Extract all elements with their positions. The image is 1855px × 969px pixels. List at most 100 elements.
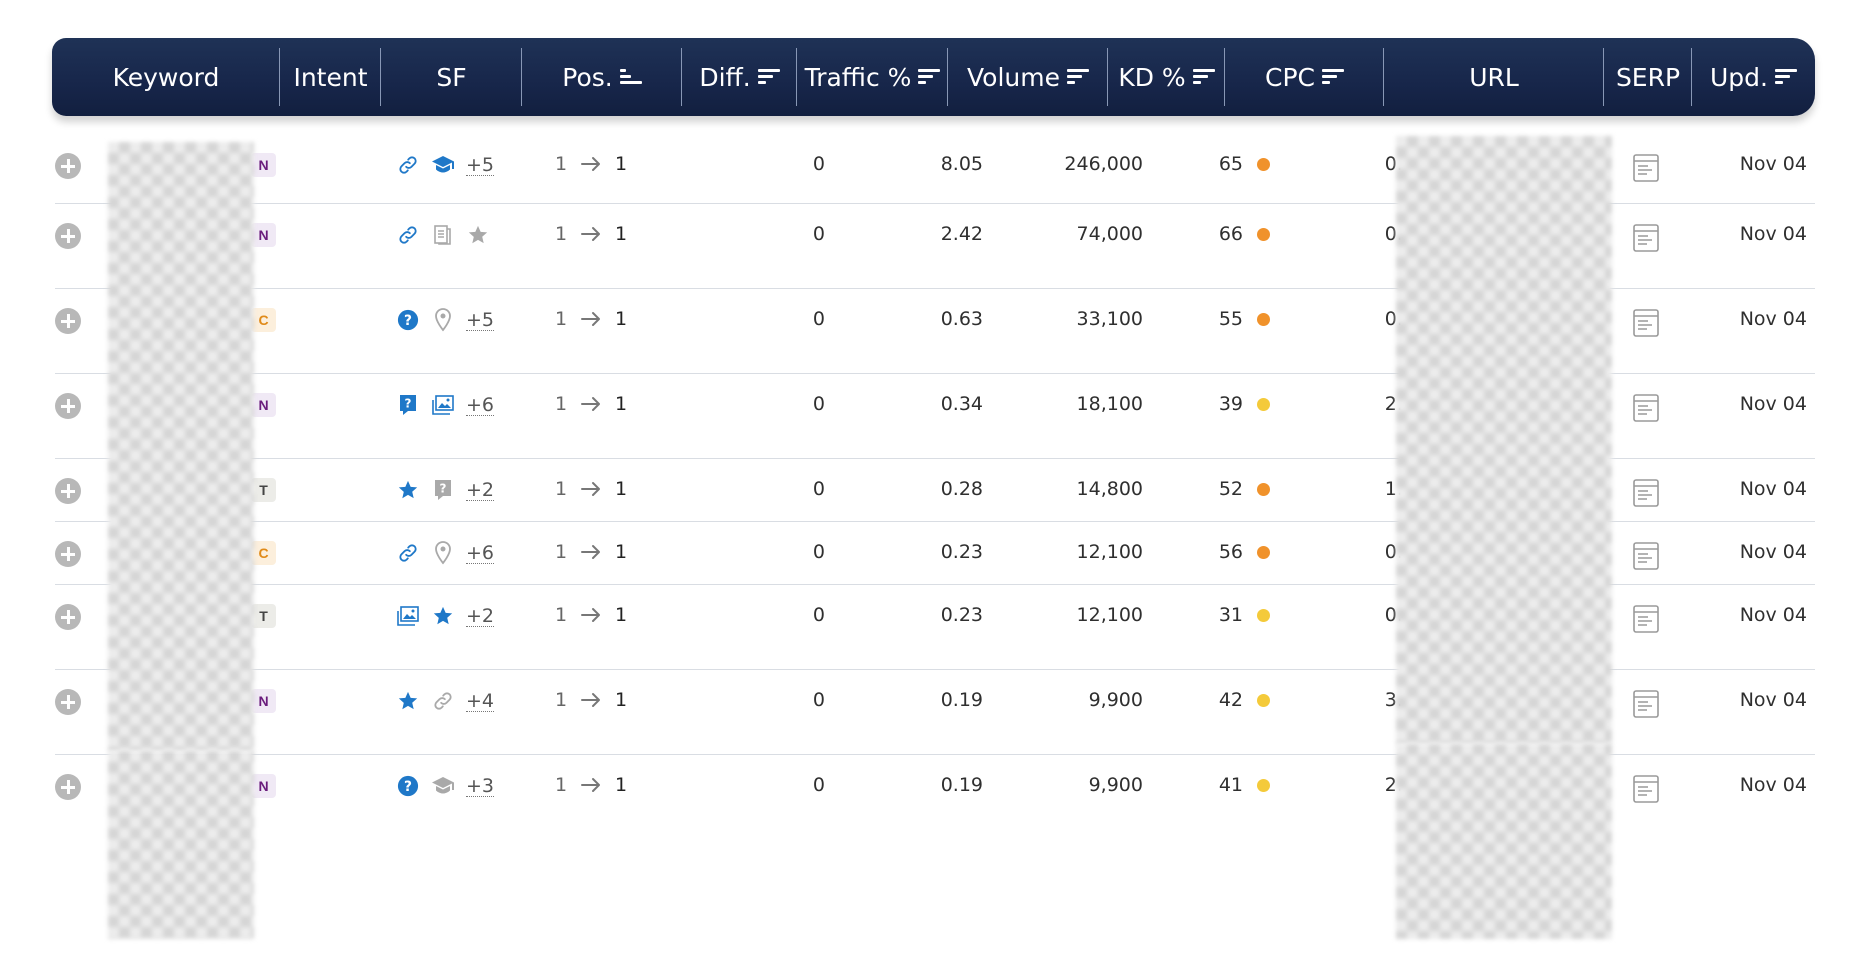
sf-more-link[interactable]: +2 <box>466 604 495 627</box>
map-pin-icon[interactable] <box>431 541 455 565</box>
serp-snapshot-icon[interactable] <box>1632 604 1660 634</box>
sf-more-link[interactable]: +5 <box>466 153 495 176</box>
intent-badge[interactable]: N <box>251 153 276 177</box>
serp-snapshot-icon[interactable] <box>1632 393 1660 423</box>
star-icon[interactable] <box>396 478 420 502</box>
star-icon[interactable] <box>396 689 420 713</box>
traffic-cell: 0.19 <box>855 755 983 825</box>
intent-badge[interactable]: N <box>251 774 276 798</box>
intent-badge[interactable]: N <box>251 223 276 247</box>
sf-more-link[interactable]: +6 <box>466 393 495 416</box>
add-keyword-icon[interactable] <box>55 223 81 249</box>
link-icon[interactable] <box>396 223 420 247</box>
column-header-cpc[interactable]: CPC <box>1225 38 1384 116</box>
sf-cell: ? +5 <box>396 289 516 373</box>
serp-snapshot-icon[interactable] <box>1632 308 1660 338</box>
add-keyword-icon[interactable] <box>55 478 81 504</box>
serp-snapshot-icon[interactable] <box>1632 541 1660 571</box>
svg-text:?: ? <box>404 313 412 329</box>
serp-snapshot-icon[interactable] <box>1632 223 1660 253</box>
keyword-difficulty: 39 <box>1218 393 1243 415</box>
traffic-cell: 0.28 <box>855 459 983 521</box>
column-header-intent[interactable]: Intent <box>280 38 381 116</box>
add-keyword-icon[interactable] <box>55 604 81 630</box>
column-header-pos[interactable]: Pos. <box>522 38 682 116</box>
column-header-volume[interactable]: Volume <box>948 38 1108 116</box>
intent-badge[interactable]: C <box>251 541 276 565</box>
add-keyword-icon[interactable] <box>55 308 81 334</box>
column-header-traffic[interactable]: Traffic % <box>797 38 948 116</box>
map-pin-icon[interactable] <box>431 308 455 332</box>
search-volume: 9,900 <box>1088 774 1143 796</box>
column-header-sf[interactable]: SF <box>381 38 522 116</box>
upd-cell: Nov 04 <box>1715 204 1807 288</box>
document-icon[interactable] <box>431 223 455 247</box>
intent-badge[interactable]: T <box>251 478 276 502</box>
intent-badge[interactable]: C <box>251 308 276 332</box>
sort-icon[interactable] <box>757 69 780 85</box>
serp-snapshot-icon[interactable] <box>1632 153 1660 183</box>
serp-snapshot-icon[interactable] <box>1632 478 1660 508</box>
column-header-serp[interactable]: SERP <box>1604 38 1692 116</box>
sort-icon[interactable] <box>1192 69 1215 85</box>
sort-icon[interactable] <box>1774 69 1797 85</box>
column-header-kd[interactable]: KD % <box>1108 38 1225 116</box>
question-icon[interactable]: ? <box>396 774 420 798</box>
star-icon[interactable] <box>431 604 455 628</box>
graduation-cap-icon[interactable] <box>431 774 455 798</box>
column-header-url[interactable]: URL <box>1384 38 1604 116</box>
link-icon[interactable] <box>396 541 420 565</box>
intent-badge[interactable]: N <box>251 393 276 417</box>
add-keyword-icon[interactable] <box>55 153 81 179</box>
sort-icon[interactable] <box>1322 69 1344 85</box>
kd-cell: 56 <box>1150 522 1270 584</box>
arrow-right-icon <box>571 481 611 497</box>
intent-badge[interactable]: T <box>251 604 276 628</box>
upd-cell: Nov 04 <box>1715 755 1807 825</box>
updated-date: Nov 04 <box>1739 393 1807 415</box>
column-header-diff[interactable]: Diff. <box>682 38 797 116</box>
sf-more-link[interactable]: +3 <box>466 774 495 797</box>
sort-icon[interactable] <box>918 69 941 85</box>
link-icon[interactable] <box>396 153 420 177</box>
sort-icon[interactable] <box>1066 69 1089 85</box>
sf-more-link[interactable]: +6 <box>466 541 495 564</box>
image-icon[interactable] <box>431 393 455 417</box>
add-keyword-icon[interactable] <box>55 774 81 800</box>
add-keyword-icon[interactable] <box>55 393 81 419</box>
sf-more-link[interactable]: +5 <box>466 308 495 331</box>
column-header-keyword[interactable]: Keyword <box>52 38 280 116</box>
upd-cell: Nov 04 <box>1715 670 1807 754</box>
position-current: 1 <box>614 604 628 626</box>
position-current: 1 <box>614 308 628 330</box>
serp-snapshot-icon[interactable] <box>1632 774 1660 804</box>
position-difference: 0 <box>812 541 825 563</box>
sf-more-link[interactable]: +4 <box>466 689 495 712</box>
serp-snapshot-icon[interactable] <box>1632 689 1660 719</box>
star-icon[interactable] <box>466 223 490 247</box>
sf-more-link[interactable]: +2 <box>466 478 495 501</box>
link-icon[interactable] <box>431 689 455 713</box>
faq-bubble-icon[interactable]: ? <box>431 478 455 502</box>
sf-cell: ? +3 <box>396 755 516 825</box>
kd-cell: 41 <box>1150 755 1270 825</box>
column-header-upd[interactable]: Upd. <box>1692 38 1815 116</box>
image-icon[interactable] <box>396 604 420 628</box>
add-keyword-icon[interactable] <box>55 541 81 567</box>
add-cell <box>55 522 85 584</box>
faq-bubble-icon[interactable]: ? <box>396 393 420 417</box>
intent-badge[interactable]: N <box>251 689 276 713</box>
keyword-difficulty: 52 <box>1218 478 1243 500</box>
add-keyword-icon[interactable] <box>55 689 81 715</box>
question-icon[interactable]: ? <box>396 308 420 332</box>
traffic-percent: 8.05 <box>940 153 983 175</box>
graduation-cap-icon[interactable] <box>431 153 455 177</box>
sort-ascending-icon[interactable] <box>619 69 642 85</box>
